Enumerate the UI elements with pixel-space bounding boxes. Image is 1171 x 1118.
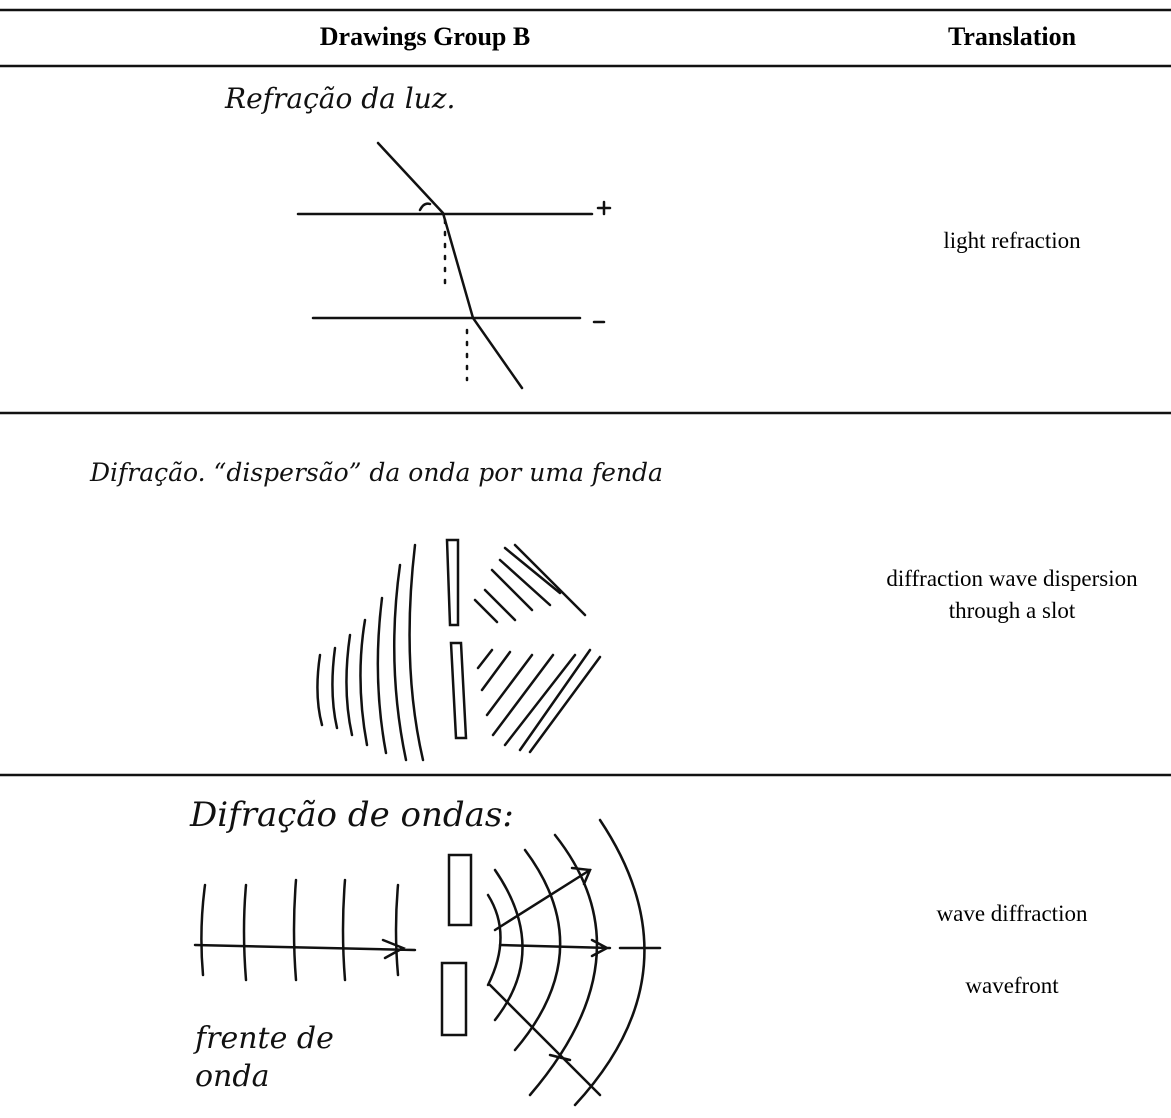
translation: light refraction xyxy=(943,228,1081,253)
translation: wavefront xyxy=(965,973,1059,998)
translation: diffraction wave dispersion through a sl… xyxy=(886,566,1138,623)
handwritten-caption: Difração de ondas: xyxy=(190,795,514,835)
slit-diffraction-sketch xyxy=(316,538,602,762)
wave-diffraction-sketch xyxy=(193,818,662,1107)
handwritten-caption: Difração. “dispersão” da onda por uma fe… xyxy=(90,458,663,487)
handwritten-caption: Refração da luz. xyxy=(225,82,456,115)
handwritten-caption: frente de onda xyxy=(195,1021,334,1094)
header-cell: Translation xyxy=(947,22,1077,51)
header-cell: Drawings Group B xyxy=(319,22,531,51)
refraction-sketch xyxy=(296,141,612,390)
translation: wave diffraction xyxy=(936,901,1088,926)
